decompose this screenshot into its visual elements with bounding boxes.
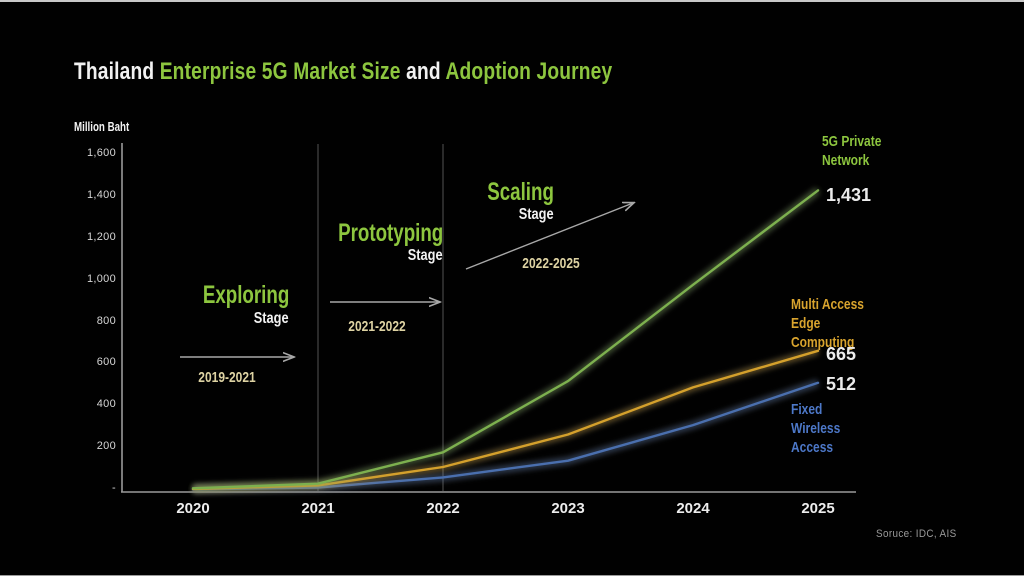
title-part-market-size: Enterprise 5G Market Size [159,58,407,85]
y-tick-label: 1,400 [86,188,116,201]
x-tick-label: 2023 [551,500,585,517]
x-tick-label: 2020 [176,500,210,517]
stage-scaling-range: 2022-2025 [522,255,580,272]
5g-private-network-glow [192,188,820,491]
y-tick-label: 200 [96,440,116,453]
stage-arrow [465,203,633,270]
legend-multi-access-edge-computing: Multi Access Edge Computing [791,296,864,351]
stage-scaling-label: Scaling [487,178,554,206]
legend-fixed-wireless-access: Fixed Wireless Access [791,401,841,456]
y-tick-label: 800 [96,314,116,327]
stage-prototyping-sublabel: Stage [408,247,443,264]
y-tick-label: 1,000 [86,272,116,285]
value-fixed-wireless-access: 512 [826,374,857,394]
y-tick-label: - [112,482,116,494]
value-multi-access-edge-computing: 665 [826,344,857,364]
title-part-thailand: Thailand [74,58,160,85]
fixed-wireless-access-halo [192,378,820,495]
stage-exploring-sublabel: Stage [254,310,289,327]
x-tick-label: 2022 [426,500,460,517]
title-part-adoption: Adoption Journey [445,58,613,85]
stage-scaling-sublabel: Stage [519,206,554,223]
slide-top-edge [0,0,1024,2]
5g-private-network-halo [192,186,822,494]
x-tick-label: 2025 [801,500,835,517]
title-part-and: and [406,58,446,85]
source-credit: Soruce: IDC, AIS [876,528,957,540]
y-tick-label: 1,600 [86,147,116,159]
5g-private-network-line [191,189,820,490]
stage-prototyping-label: Prototyping [337,219,443,247]
page-title: Thailand Enterprise 5G Market Size and A… [74,58,612,86]
y-tick-label: 600 [96,356,116,369]
legend-5g-private-network: 5G Private Network [822,133,882,169]
value-5g-private-network: 1,431 [826,185,872,205]
x-tick-label: 2021 [301,500,335,517]
stage-exploring-range: 2019-2021 [198,369,256,386]
y-tick-label: 400 [96,398,116,411]
y-tick-label: 1,200 [86,230,116,243]
stage-exploring-label: Exploring [202,281,289,309]
y-axis-unit-label: Million Baht [74,119,130,134]
stage-prototyping-range: 2021-2022 [348,318,406,335]
x-tick-label: 2024 [676,500,710,517]
